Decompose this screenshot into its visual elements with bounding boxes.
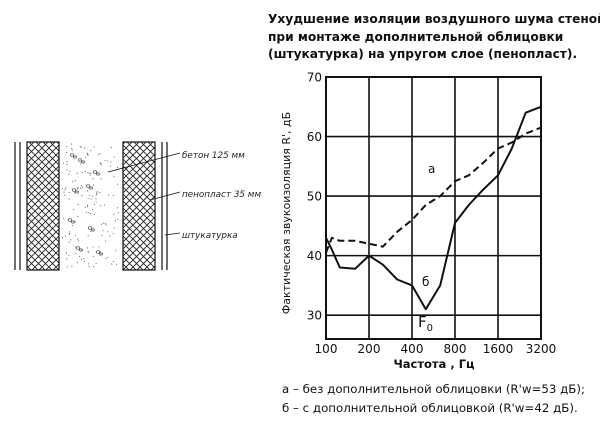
y-tick-label: 70 (307, 71, 322, 85)
wall-cross-section-diagram: бетон 125 мм пенопласт 35 мм штукатурка (14, 141, 261, 271)
insulation-layer-right (122, 141, 156, 271)
y-tick-label: 60 (307, 130, 322, 144)
y-tick-label: 40 (307, 249, 322, 263)
resonance-label-f0: F0 (418, 313, 433, 334)
x-tick-label: 800 (444, 342, 467, 356)
x-axis-label: Частота , Гц (393, 357, 475, 371)
curve-label-a: а (428, 162, 435, 176)
x-tick-label: 1600 (483, 342, 514, 356)
x-tick-label: 400 (401, 342, 424, 356)
sound-insulation-chart: 30 40 50 60 70 100 200 400 800 1600 3200 Фактичес… (280, 71, 557, 372)
plot-frame (325, 76, 542, 340)
x-axis-ticks: 100 200 400 800 1600 3200 (315, 342, 557, 356)
title-line: (штукатурка) на упругом слое (пенопласт)… (268, 47, 578, 61)
x-tick-label: 200 (358, 342, 381, 356)
curve-label-b: б (422, 275, 429, 289)
series-line-a (325, 126, 542, 254)
chart-title-block: Ухудшение изоляции воздушного шума стено… (268, 11, 600, 64)
x-tick-label: 100 (315, 342, 338, 356)
title-line: Ухудшение изоляции воздушного шума стено… (268, 12, 600, 26)
chart-grid (325, 76, 542, 339)
insulation-layer-left (26, 141, 60, 271)
label-foam: пенопласт 35 мм (182, 190, 261, 200)
label-plaster: штукатурка (182, 231, 238, 241)
y-axis-ticks: 30 40 50 60 70 (307, 71, 322, 323)
legend-note-b: б – с дополнительной облицовкой (R'w=42 … (282, 401, 578, 415)
chart-series (325, 105, 542, 311)
series-line-b (325, 105, 542, 311)
y-axis-label: Фактическая звукоизоляция R', дБ (280, 112, 293, 314)
legend-notes: а – без дополнительной облицовки (R'w=53… (282, 380, 585, 418)
concrete-layer (61, 143, 119, 268)
title-line: при монтаже дополнительной облицовки (268, 29, 564, 44)
legend-note-a: а – без дополнительной облицовки (R'w=53… (282, 382, 585, 396)
y-tick-label: 50 (307, 190, 322, 204)
label-concrete: бетон 125 мм (182, 151, 245, 161)
x-tick-label: 3200 (526, 342, 557, 356)
y-tick-label: 30 (307, 309, 322, 323)
